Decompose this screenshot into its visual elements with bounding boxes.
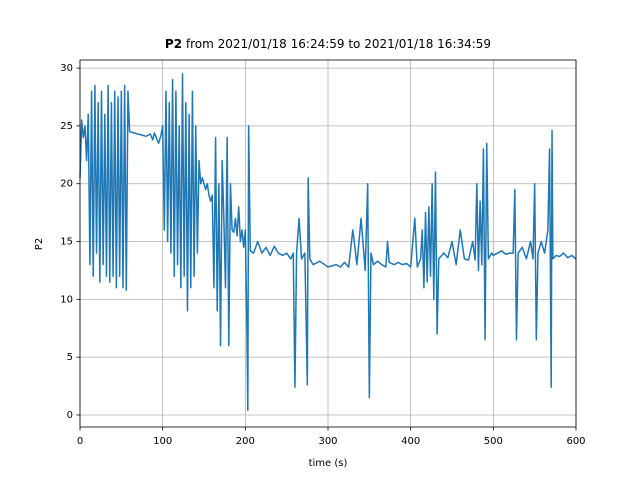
- data-line: [79, 73, 577, 412]
- y-tick-label: 5: [67, 352, 73, 363]
- x-tick-label: 600: [566, 436, 585, 447]
- y-tick-label: 30: [60, 63, 73, 74]
- y-tick-label: 10: [60, 294, 73, 305]
- title-rest: from 2021/01/18 16:24:59 to 2021/01/18 1…: [186, 37, 491, 51]
- x-tick-label: 400: [401, 436, 420, 447]
- y-tick-label: 25: [60, 121, 73, 132]
- x-tick-label: 100: [153, 436, 172, 447]
- y-axis-label: P2: [34, 238, 45, 250]
- y-tick-label: 0: [67, 410, 73, 421]
- title-bold: P2: [165, 37, 182, 51]
- x-tick-label: 200: [236, 436, 255, 447]
- x-axis-label: time (s): [309, 458, 348, 469]
- x-tick-label: 0: [77, 436, 83, 447]
- grid: [79, 60, 577, 427]
- y-tick-label: 15: [60, 237, 73, 248]
- x-tick-label: 300: [318, 436, 337, 447]
- plot-area: [79, 73, 577, 412]
- x-tick-label: 500: [484, 436, 503, 447]
- chart-title: P2 from 2021/01/18 16:24:59 to 2021/01/1…: [165, 37, 491, 51]
- y-tick-label: 20: [60, 179, 73, 190]
